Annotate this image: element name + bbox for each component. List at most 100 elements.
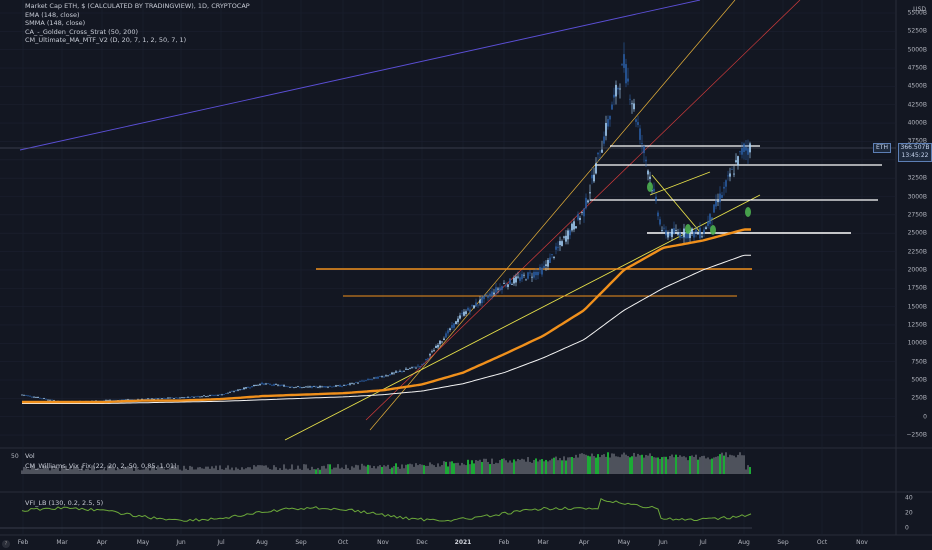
volume-bar	[329, 464, 331, 474]
candle-body	[705, 227, 707, 230]
volume-bar	[203, 468, 205, 474]
candle-body	[391, 372, 393, 375]
volume-bar	[213, 468, 215, 474]
volume-bar	[143, 469, 145, 474]
date-label: Sep	[295, 539, 307, 546]
date-axis[interactable]: Feb Mar Apr May Jun Jul Aug Sep Oct Nov Dec 2021 Feb…	[0, 536, 932, 550]
candle-body	[625, 64, 627, 84]
candle-body	[561, 241, 563, 246]
volume-bar	[207, 466, 209, 474]
volume-bar	[609, 457, 611, 474]
vfi-label[interactable]: VFI_LB (130, 0.2, 2.5, 5)	[25, 499, 104, 507]
candle-body	[313, 386, 315, 387]
legend-cm-ultimate[interactable]: CM_Ultimate_MA_MTF_V2 (D, 20, 7, 1, 2, 5…	[25, 36, 187, 45]
candle-body	[627, 78, 629, 82]
volume-bar	[727, 457, 729, 474]
volume-bar	[185, 468, 187, 474]
volume-bar	[487, 461, 489, 474]
candle-body	[607, 119, 609, 127]
legend-title: Market Cap ETH, $ (CALCULATED BY TRADING…	[25, 2, 250, 10]
candle-body	[523, 274, 525, 276]
candle-body	[541, 267, 543, 275]
candle-body	[205, 396, 207, 398]
candle-body	[749, 143, 751, 153]
candle-body	[293, 387, 295, 389]
volume-bar	[707, 457, 709, 474]
volume-bar	[253, 465, 255, 474]
candle-body	[181, 397, 183, 399]
candle-body	[277, 384, 279, 386]
volume-bar	[677, 456, 679, 474]
legend-golden-cross[interactable]: CA_-_Golden_Cross_Strat (50, 200)	[25, 27, 139, 36]
volume-bar	[409, 463, 411, 474]
candle-body	[543, 265, 545, 269]
candle-body	[309, 386, 311, 388]
volume-bar	[47, 467, 49, 474]
date-label: Jun	[658, 539, 668, 546]
volume-bar	[165, 469, 167, 474]
volume-bar	[331, 469, 333, 474]
volume-bar	[513, 459, 515, 474]
candle-body	[367, 378, 369, 381]
candle-body	[455, 321, 457, 325]
volume-bar	[199, 467, 201, 474]
volume-bar	[439, 466, 441, 474]
volume-bar	[321, 466, 323, 474]
cm-williams-label[interactable]: CM_Williams_Vix_Fix (22, 20, 2, 50, 0.85…	[25, 462, 177, 470]
volume-bar	[155, 469, 157, 474]
price-tick: 0	[923, 413, 927, 421]
volume-bar	[85, 468, 87, 474]
candle-body	[359, 381, 361, 383]
vfi-tick-20: 20	[905, 509, 913, 517]
candle-body	[473, 305, 475, 309]
volume-bar	[735, 457, 737, 474]
candle-body	[665, 230, 667, 236]
candle-body	[307, 386, 309, 388]
volume-bar	[175, 467, 177, 474]
legend-smma[interactable]: SMMA (148, close)	[25, 19, 86, 28]
candle-body	[295, 386, 297, 388]
candle-body	[519, 277, 521, 281]
candle-body	[505, 285, 507, 287]
volume-bar	[445, 461, 447, 474]
volume-bar	[471, 460, 473, 474]
volume-bar	[237, 468, 239, 474]
candle-body	[177, 397, 179, 399]
candle-body	[507, 284, 509, 287]
price-tick: 4500B	[907, 82, 927, 90]
candle-body	[241, 389, 243, 391]
volume-bar	[61, 465, 63, 474]
volume-bar	[229, 469, 231, 474]
price-tick: 1750B	[907, 284, 927, 292]
volume-bar	[685, 457, 687, 474]
price-axis[interactable]: USD 5500B 5250B 5000B 4750B 4500B 4250B 4000B 3…	[896, 0, 932, 455]
candle-body	[603, 136, 605, 144]
volume-bar	[173, 465, 175, 474]
volume-label[interactable]: Vol	[25, 452, 35, 460]
candle-body	[245, 387, 247, 389]
candle-body	[289, 386, 291, 388]
volume-bar	[239, 469, 241, 474]
candle-body	[131, 399, 133, 400]
legend-ema[interactable]: EMA (148, close)	[25, 10, 80, 19]
candle-body	[745, 147, 747, 151]
tradingview-logo-icon[interactable]: ?	[2, 540, 10, 548]
volume-bar	[291, 464, 293, 474]
volume-bar	[621, 454, 623, 474]
volume-bar	[233, 470, 235, 474]
volume-bar	[223, 469, 225, 474]
volume-bar	[547, 461, 549, 474]
candle-body	[521, 274, 523, 280]
price-tick: 3000B	[907, 193, 927, 200]
candle-body	[251, 386, 253, 388]
volume-bar	[681, 456, 683, 474]
volume-bar	[251, 469, 253, 474]
candle-body	[679, 232, 681, 238]
volume-bar	[627, 455, 629, 474]
volume-bar	[215, 465, 217, 474]
volume-bar	[631, 456, 633, 474]
candle-body	[447, 330, 449, 334]
candle-body	[419, 366, 421, 368]
volume-bar	[349, 469, 351, 474]
